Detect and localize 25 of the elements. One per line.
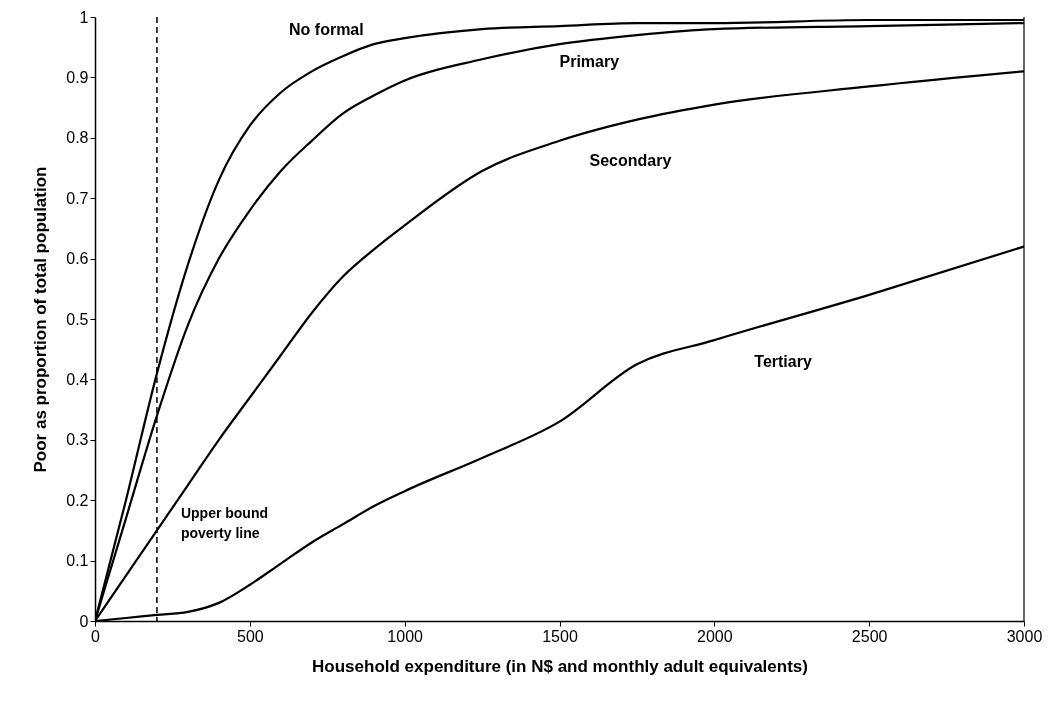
y-tick-label: 0.5 (66, 310, 89, 328)
x-tick-label: 2500 (851, 627, 888, 645)
series-label: Secondary (589, 151, 672, 169)
series-label: Primary (559, 53, 620, 71)
y-tick-label: 0.7 (66, 189, 89, 207)
x-tick-label: 0 (91, 627, 101, 645)
x-tick-label: 3000 (1006, 627, 1043, 645)
y-tick-label: 0.8 (66, 129, 89, 147)
x-tick-label: 1500 (542, 627, 578, 645)
y-axis-title: Poor as proportion of total population (31, 166, 51, 473)
y-tick-label: 1 (79, 8, 89, 26)
y-tick-label: 0.9 (66, 68, 89, 86)
x-tick-label: 2000 (697, 627, 733, 645)
y-tick-label: 0 (79, 612, 89, 630)
x-axis-title: Household expenditure (in N$ and monthly adult equivalents) (312, 656, 808, 676)
y-tick-label: 0.1 (66, 552, 89, 570)
y-tick-label: 0.3 (66, 431, 89, 449)
x-tick-label: 1000 (387, 627, 424, 645)
series-label: Tertiary (754, 353, 812, 371)
y-tick-label: 0.6 (66, 250, 89, 268)
y-tick-label: 0.2 (66, 491, 89, 509)
ref-line-label: Upper bound poverty line (180, 505, 269, 541)
x-tick-label: 500 (236, 627, 264, 645)
series-label: No formal (289, 21, 364, 39)
y-tick-label: 0.4 (66, 370, 89, 388)
